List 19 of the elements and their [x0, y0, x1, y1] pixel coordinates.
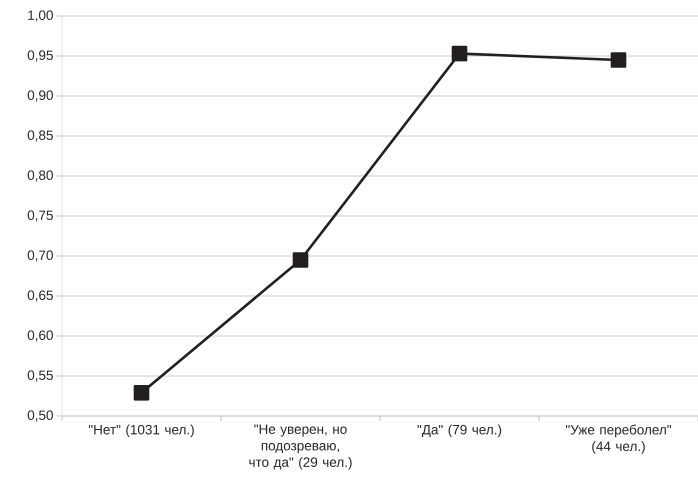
point — [452, 46, 468, 62]
y-tick-label: 0,95 — [28, 50, 53, 62]
x-tick-label: "Не уверен, но подозреваю, что да" (29 чел.) — [249, 424, 352, 470]
y-tick-label: 0,80 — [28, 170, 53, 182]
y-tick-label: 0,75 — [28, 210, 53, 222]
point — [610, 52, 626, 68]
y-tick-label: 1,00 — [28, 10, 53, 22]
y-tick-label: 0,90 — [28, 90, 53, 102]
point — [134, 385, 150, 401]
x-tick-label: "Да" (79 чел.) — [418, 424, 502, 438]
y-tick-label: 0,55 — [28, 370, 53, 382]
y-tick-label: 0,60 — [28, 330, 53, 342]
x-tick-label: "Нет" (1031 чел.) — [88, 424, 194, 438]
point — [292, 252, 308, 268]
y-tick-label: 0,50 — [28, 410, 53, 422]
x-tick-label: "Уже переболел" (44 чел.) — [566, 424, 672, 454]
y-tick-label: 0,85 — [28, 130, 53, 142]
y-tick-label: 0,65 — [28, 290, 53, 302]
y-tick-label: 0,70 — [28, 250, 53, 262]
